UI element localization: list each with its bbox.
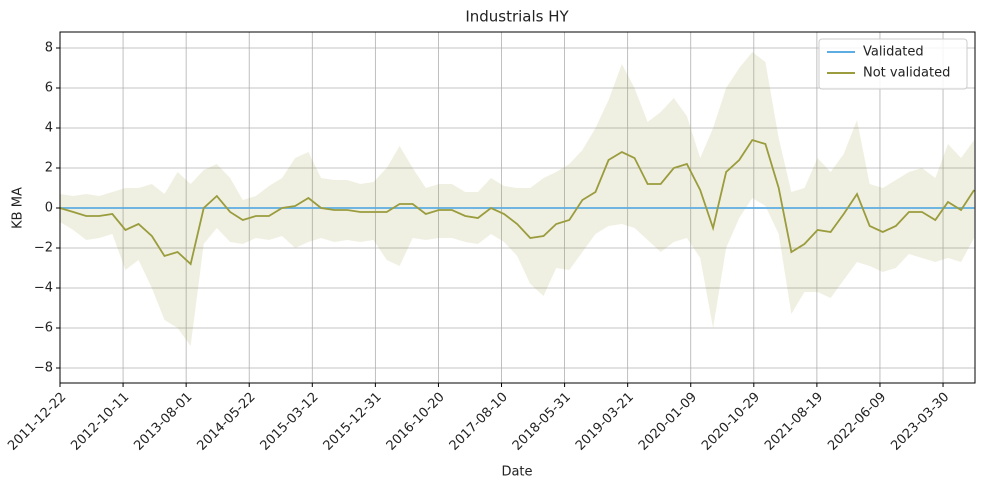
x-tick-label: 2011-12-22 (5, 390, 69, 454)
y-axis-label: KB MA (11, 187, 26, 229)
x-tick-label: 2022-06-09 (825, 390, 889, 454)
x-tick-label: 2017-08-10 (447, 390, 511, 454)
x-tick-label: 2023-03-30 (888, 390, 952, 454)
series-line (60, 138, 975, 266)
x-tick-label: 2014-05-22 (194, 390, 258, 454)
x-tick-label: 2020-10-29 (699, 390, 763, 454)
y-tick-label: 4 (45, 121, 53, 136)
confidence-band (60, 52, 975, 346)
legend-box (818, 38, 968, 90)
y-tick-label: 8 (45, 41, 53, 56)
x-tick-label: 2015-03-12 (258, 390, 322, 454)
y-tick-label: 6 (45, 81, 53, 96)
x-axis-label: Date (501, 465, 532, 480)
plot (60, 52, 975, 346)
y-tick-label: 0 (45, 201, 53, 216)
y-tick-label: 2 (45, 161, 53, 176)
legend-label: Not validated (863, 66, 950, 81)
x-tick-label: 2019-03-21 (573, 390, 637, 454)
x-tick-label: 2015-12-31 (321, 390, 385, 454)
x-tick-label: 2018-05-31 (510, 390, 574, 454)
legend-label: Validated (863, 45, 924, 60)
y-tick-label: −4 (34, 281, 53, 296)
y-tick-label: −6 (34, 321, 53, 336)
x-tick-label: 2013-08-01 (131, 390, 195, 454)
y-tick-label: −8 (34, 361, 53, 376)
chart-title: Industrials HY (465, 8, 569, 26)
x-tick-label: 2012-10-11 (68, 390, 132, 454)
plot-frame (59, 31, 976, 384)
x-tick-label: 2020-01-09 (636, 390, 700, 454)
x-tick-label: 2021-08-19 (762, 390, 826, 454)
x-tick-label: 2016-10-20 (384, 390, 448, 454)
y-tick-label: −2 (34, 241, 53, 256)
